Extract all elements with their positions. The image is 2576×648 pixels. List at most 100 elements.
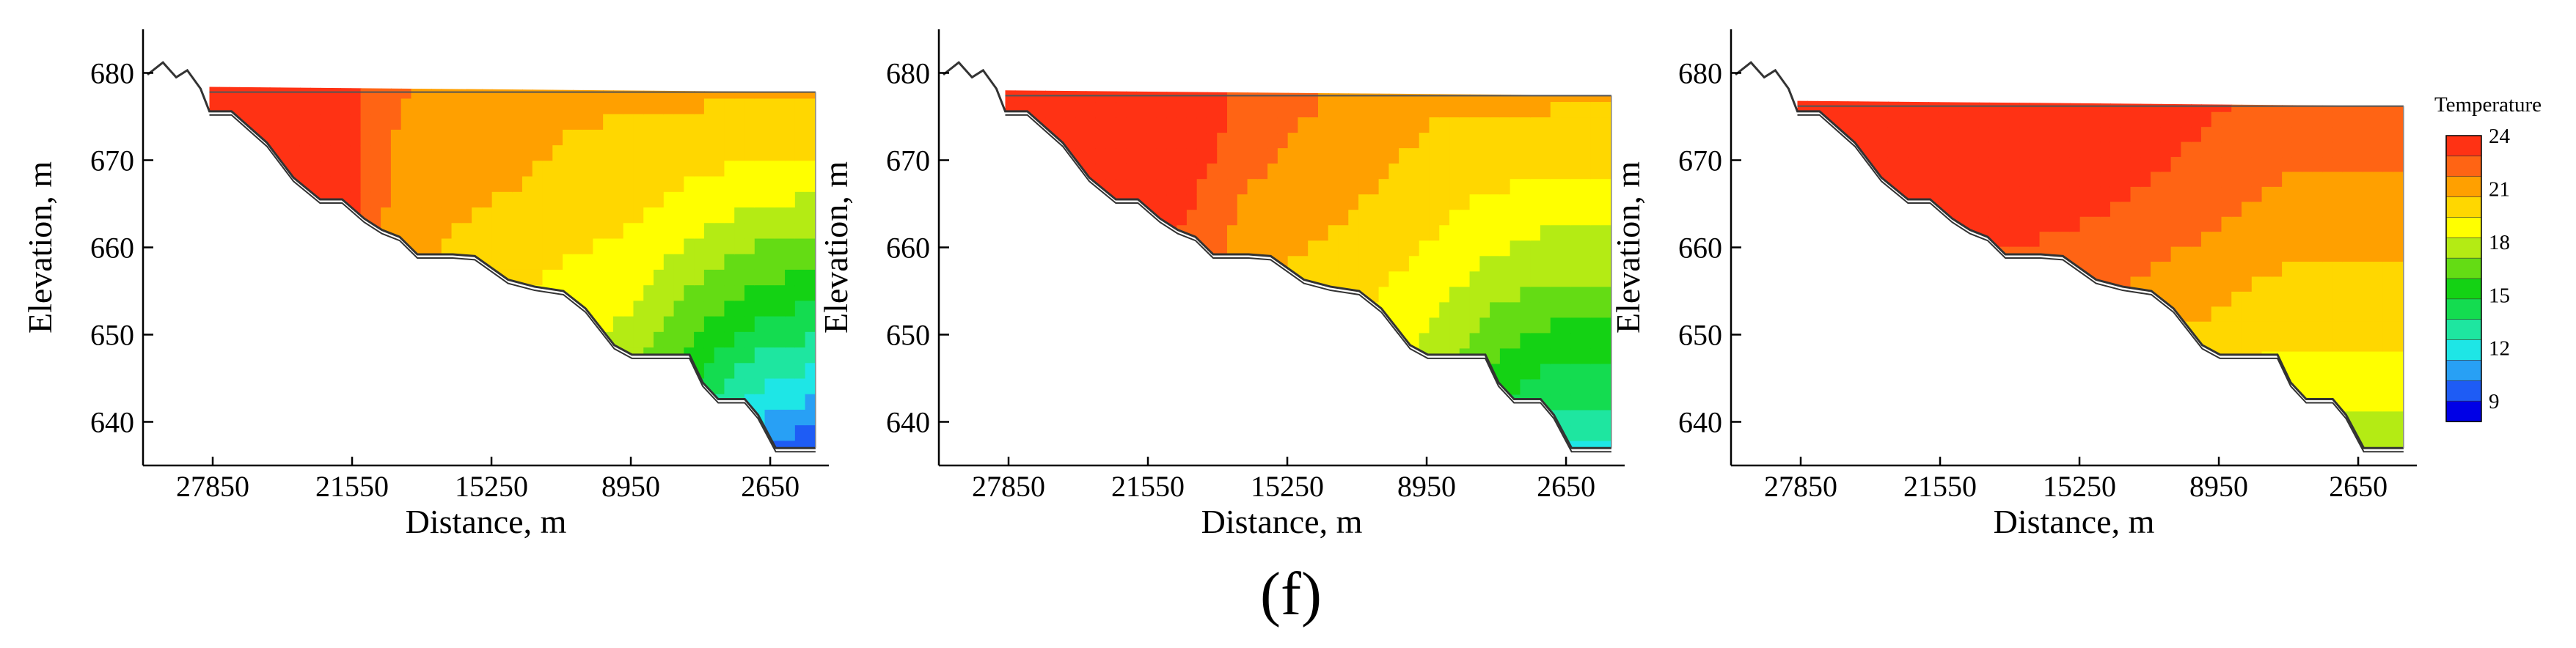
field-cell	[1005, 379, 1016, 396]
field-cell	[2029, 276, 2041, 292]
field-cell	[219, 98, 230, 115]
field-cell	[2160, 262, 2172, 278]
field-cell	[1449, 117, 1460, 134]
field-cell	[2342, 396, 2354, 413]
field-cell	[2110, 111, 2121, 128]
field-cell	[421, 347, 433, 364]
field-cell	[1827, 202, 1839, 218]
field-cell	[2393, 216, 2404, 233]
field-cell	[1439, 348, 1451, 365]
field-cell	[1908, 141, 1920, 158]
field-cell	[2393, 100, 2404, 113]
field-cell	[684, 176, 695, 193]
field-cell	[461, 316, 473, 333]
field-cell	[1887, 202, 1899, 218]
field-cell	[1978, 157, 1990, 173]
field-cell	[1908, 246, 1920, 263]
field-cell	[775, 114, 786, 130]
field-cell	[724, 98, 736, 115]
field-cell	[1328, 90, 1339, 103]
x-axis-label: Distance, m	[1994, 503, 2155, 540]
field-cell	[1817, 157, 1829, 173]
field-cell	[1581, 256, 1592, 273]
field-cell	[1287, 133, 1299, 150]
field-cell	[1065, 271, 1077, 288]
field-cell	[1136, 379, 1147, 396]
field-cell	[441, 409, 453, 427]
field-cell	[1196, 379, 1208, 396]
field-cell	[219, 441, 230, 449]
field-cell	[1918, 172, 1930, 188]
field-cell	[1146, 394, 1157, 411]
field-cell	[1581, 441, 1592, 449]
field-cell	[1005, 210, 1016, 227]
field-cell	[1267, 148, 1278, 165]
field-cell	[2393, 291, 2404, 308]
field-cell	[1186, 302, 1198, 319]
field-cell	[1857, 111, 1869, 128]
field-cell	[1938, 306, 1950, 323]
field-cell	[1086, 394, 1097, 411]
field-cell	[1520, 90, 1532, 103]
field-cell	[2363, 127, 2374, 143]
field-cell	[563, 363, 574, 380]
field-cell	[310, 254, 321, 270]
field-cell	[2211, 232, 2222, 248]
field-cell	[714, 441, 725, 449]
field-cell	[239, 378, 251, 395]
field-cell	[775, 223, 786, 240]
field-cell	[2322, 216, 2333, 233]
field-cell	[1287, 117, 1299, 134]
field-cell	[1817, 276, 1829, 292]
field-cell	[1600, 425, 1611, 442]
field-cell	[1186, 394, 1198, 411]
field-cell	[1429, 117, 1441, 134]
field-cell	[2363, 232, 2374, 248]
legend-swatch	[2445, 257, 2482, 279]
field-cell	[2191, 426, 2202, 443]
field-cell	[421, 98, 433, 115]
field-cell	[1207, 425, 1218, 442]
field-cell	[1348, 256, 1360, 273]
field-cell	[714, 331, 725, 349]
field-cell	[1978, 172, 1990, 188]
field-cell	[563, 161, 574, 177]
field-cell	[1837, 157, 1848, 173]
field-cell	[1146, 225, 1157, 242]
field-cell	[2373, 441, 2384, 449]
field-cell	[2181, 141, 2192, 158]
field-cell	[684, 145, 695, 162]
field-cell	[654, 394, 665, 410]
field-cell	[2049, 172, 2061, 188]
field-cell	[502, 347, 513, 364]
field-cell	[441, 86, 453, 100]
field-cell	[1408, 102, 1420, 119]
field-cell	[775, 98, 786, 115]
field-cell	[2151, 127, 2162, 143]
field-cell	[1429, 348, 1441, 365]
field-cell	[582, 269, 594, 287]
field-cell	[794, 238, 806, 255]
field-cell	[2282, 336, 2293, 353]
field-cell	[1277, 194, 1289, 211]
field-cell	[1247, 163, 1259, 180]
field-cell	[340, 394, 351, 410]
field-cell	[2251, 276, 2263, 292]
field-cell	[1878, 351, 1889, 368]
field-cell	[1317, 333, 1329, 350]
field-cell	[1287, 148, 1299, 165]
field-cell	[1887, 367, 1899, 383]
field-cell	[512, 378, 523, 395]
field-cell	[2120, 291, 2132, 308]
field-cell	[2130, 306, 2142, 323]
field-cell	[542, 409, 554, 427]
field-cell	[684, 301, 695, 317]
field-cell	[2242, 246, 2253, 263]
field-cell	[1237, 410, 1248, 427]
field-cell	[1938, 411, 1950, 427]
field-cell	[1530, 441, 1541, 449]
field-cell	[269, 176, 281, 193]
field-cell	[1247, 179, 1259, 196]
field-cell	[1530, 348, 1541, 365]
field-cell	[330, 301, 342, 317]
